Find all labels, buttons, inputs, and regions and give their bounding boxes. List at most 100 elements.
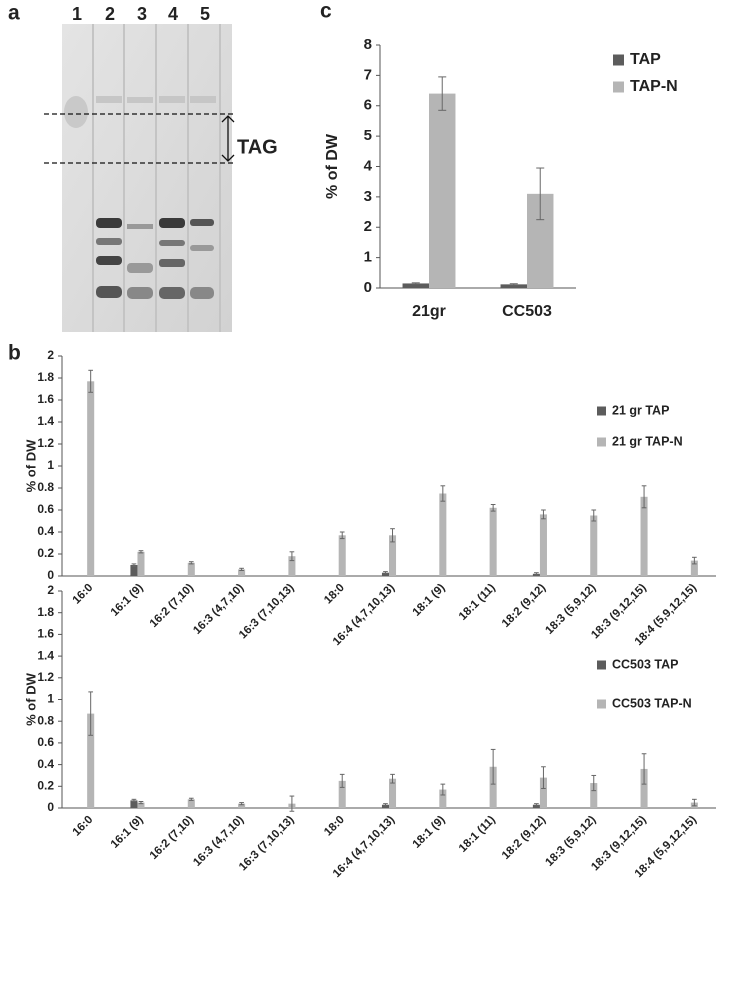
error-bar bbox=[534, 572, 539, 576]
error-bar bbox=[411, 282, 420, 285]
y-tick-label: 0.8 bbox=[37, 713, 54, 727]
x-tick-label: 21gr bbox=[412, 303, 446, 320]
error-bar bbox=[591, 509, 597, 522]
error-bar bbox=[440, 485, 446, 502]
legend-label: CC503 TAP bbox=[612, 657, 678, 671]
x-tick-label: 16:0 bbox=[71, 814, 96, 839]
y-tick-label: 1 bbox=[47, 458, 54, 472]
y-tick-label: 1.2 bbox=[37, 436, 54, 450]
bar bbox=[187, 562, 195, 576]
x-tick-label: 16:0 bbox=[71, 582, 96, 607]
error-bar bbox=[239, 802, 244, 806]
error-bar bbox=[591, 774, 597, 792]
bar bbox=[338, 780, 346, 808]
x-tick-label: 18:2 (9,12) bbox=[500, 814, 548, 862]
bar bbox=[439, 493, 447, 576]
error-bar bbox=[131, 563, 137, 567]
lane-label: 5 bbox=[200, 4, 210, 24]
x-tick-label: 18:2 (9,12) bbox=[500, 582, 548, 630]
error-bar bbox=[188, 561, 194, 565]
bar bbox=[500, 284, 527, 288]
lane-label: 4 bbox=[168, 4, 178, 24]
error-bar bbox=[289, 551, 295, 562]
bar bbox=[137, 551, 145, 576]
y-tick-label: 0.8 bbox=[37, 480, 54, 494]
lane-label: 2 bbox=[105, 4, 115, 24]
error-bar bbox=[188, 797, 194, 801]
error-bar bbox=[339, 773, 345, 788]
error-bar bbox=[239, 567, 244, 571]
y-tick-label: 2 bbox=[47, 583, 54, 597]
bar bbox=[87, 381, 95, 576]
bar bbox=[402, 283, 429, 288]
error-bar bbox=[541, 766, 546, 789]
y-tick-label: 0.2 bbox=[37, 778, 54, 792]
error-bar bbox=[383, 803, 388, 807]
bar bbox=[489, 766, 497, 808]
x-tick-label: 16:3 (7,10,13) bbox=[237, 582, 297, 642]
bar bbox=[130, 565, 138, 576]
x-tick-label: 16:3 (4,7,10) bbox=[191, 582, 246, 637]
error-bar bbox=[88, 691, 94, 736]
y-tick-label: 8 bbox=[364, 36, 372, 53]
x-tick-label: 16:1 (9) bbox=[109, 582, 146, 619]
bar bbox=[381, 804, 389, 808]
error-bar bbox=[641, 485, 647, 509]
x-tick-label: 16:1 (9) bbox=[109, 814, 146, 851]
error-bar bbox=[339, 531, 345, 540]
error-bar bbox=[383, 571, 388, 575]
legend-swatch bbox=[613, 54, 624, 66]
x-tick-label: 16:2 (7,10) bbox=[148, 814, 196, 862]
x-tick-label: 18:0 bbox=[322, 582, 347, 607]
error-bar bbox=[390, 773, 395, 784]
y-axis-label: % of DW bbox=[324, 133, 341, 199]
error-bar bbox=[641, 753, 647, 785]
x-tick-label: 18:3 (5,9,12) bbox=[543, 582, 598, 637]
y-tick-label: 0 bbox=[47, 568, 54, 582]
legend-swatch bbox=[597, 437, 606, 447]
gel-annotation bbox=[44, 113, 236, 164]
y-tick-label: 2 bbox=[364, 218, 372, 235]
error-bar bbox=[541, 509, 546, 520]
x-tick-label: 18:1 (11) bbox=[457, 814, 498, 855]
panel-label: a bbox=[8, 2, 20, 25]
y-tick-label: 0.4 bbox=[37, 524, 54, 538]
lane-label: 1 bbox=[72, 4, 82, 24]
y-tick-label: 5 bbox=[364, 127, 372, 144]
y-tick-label: 0 bbox=[364, 279, 372, 296]
band-label: TAG bbox=[237, 136, 278, 158]
error-bar bbox=[509, 283, 518, 286]
y-tick-label: 1 bbox=[364, 249, 372, 266]
x-tick-label: 18:1 (11) bbox=[457, 582, 498, 623]
legend-label: TAP-N bbox=[630, 78, 678, 95]
y-tick-label: 0.2 bbox=[37, 546, 54, 560]
bar bbox=[640, 768, 648, 808]
bar bbox=[690, 560, 698, 576]
bar bbox=[238, 569, 246, 576]
y-tick-label: 1 bbox=[47, 692, 54, 706]
y-tick-label: 0 bbox=[47, 800, 54, 814]
y-tick-label: 1.8 bbox=[37, 605, 54, 619]
error-bar bbox=[390, 528, 395, 543]
bar bbox=[389, 778, 397, 808]
y-tick-label: 1.8 bbox=[37, 370, 54, 384]
bar bbox=[87, 713, 95, 808]
error-bar bbox=[289, 795, 295, 812]
y-tick-label: 1.6 bbox=[37, 627, 54, 641]
y-tick-label: 1.2 bbox=[37, 670, 54, 684]
x-tick-label: 18:1 (9) bbox=[411, 582, 448, 619]
x-tick-label: 18:1 (9) bbox=[411, 814, 448, 851]
y-tick-label: 3 bbox=[364, 188, 372, 205]
legend-swatch bbox=[613, 81, 624, 93]
bar bbox=[539, 777, 547, 808]
lane-label: 3 bbox=[137, 4, 147, 24]
error-bar bbox=[534, 803, 539, 807]
x-tick-label: 18:0 bbox=[322, 814, 347, 839]
bar bbox=[489, 507, 497, 576]
bar bbox=[590, 515, 598, 576]
bar bbox=[381, 572, 389, 576]
y-axis-label: % of DW bbox=[23, 439, 38, 492]
y-tick-label: 7 bbox=[364, 66, 372, 83]
bar bbox=[640, 496, 648, 576]
